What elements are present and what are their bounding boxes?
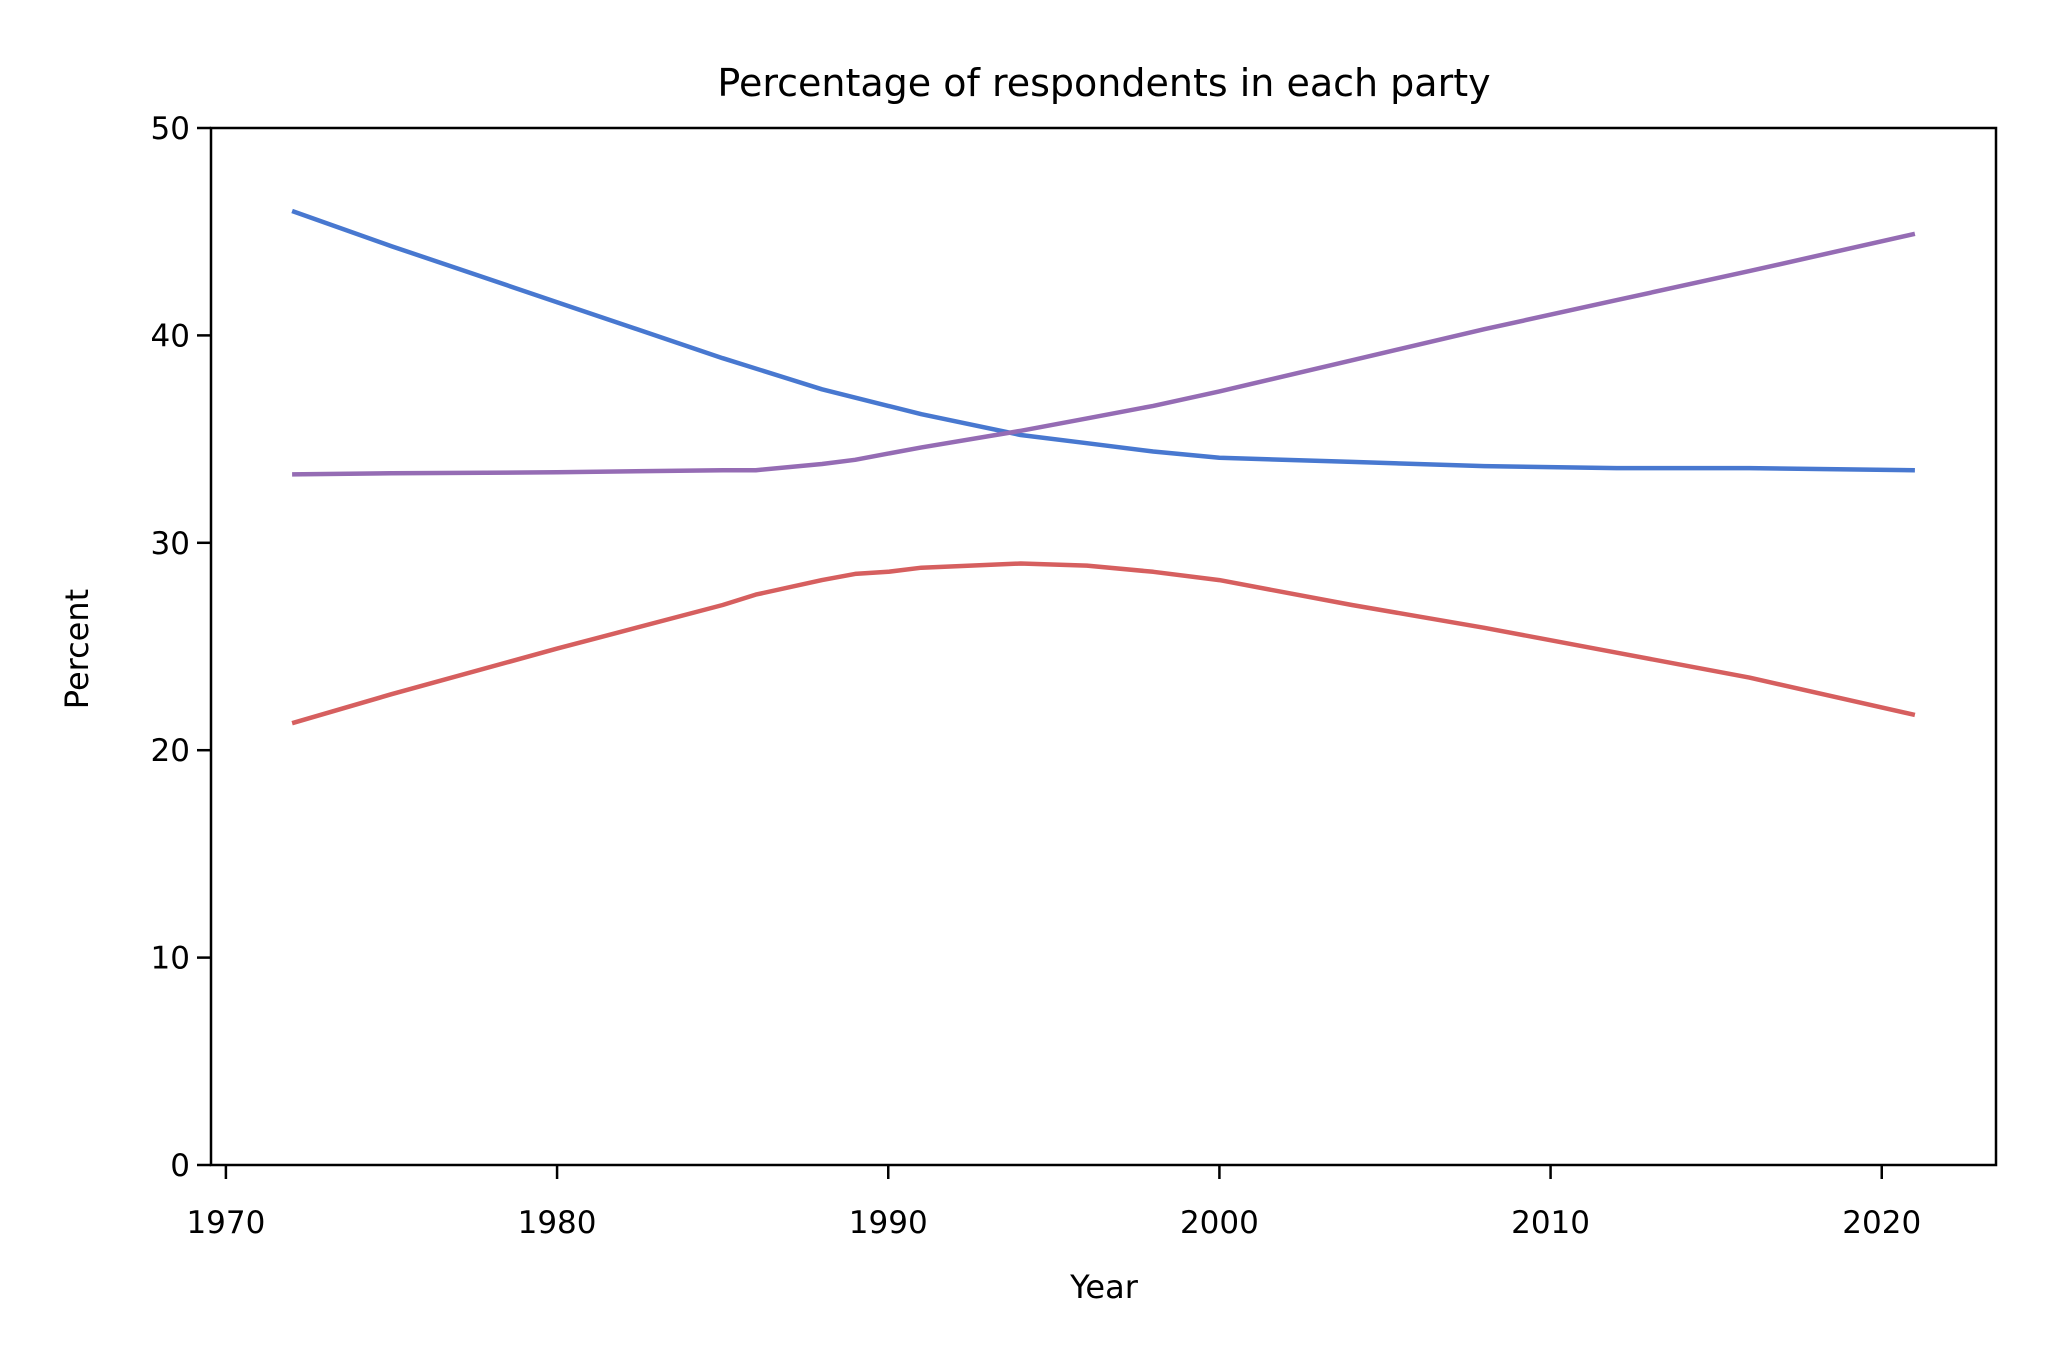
y-tick-label: 10 (151, 941, 190, 977)
y-axis-ticks: 0 10 20 30 40 50 (151, 111, 211, 1184)
x-tick-label: 1980 (518, 1205, 597, 1241)
series-line-2 (291, 561, 1916, 726)
x-tick-label: 2000 (1180, 1205, 1259, 1241)
y-axis-label: Percent (58, 589, 96, 709)
x-tick-label: 2020 (1842, 1205, 1921, 1241)
series-line-1 (292, 231, 1916, 477)
plot-lines (291, 208, 1916, 726)
x-tick-label: 2010 (1511, 1205, 1590, 1241)
x-axis-ticks: 1970 1980 1990 2000 2010 2020 (186, 1165, 1921, 1241)
y-tick-label: 40 (151, 318, 190, 354)
y-tick-label: 0 (170, 1148, 190, 1184)
y-tick-label: 50 (151, 111, 190, 147)
x-tick-label: 1990 (849, 1205, 928, 1241)
x-tick-label: 1970 (186, 1205, 265, 1241)
series-line-0 (291, 208, 1915, 473)
y-tick-label: 20 (151, 733, 190, 769)
axes-frame (209, 126, 1998, 1167)
y-tick-label: 30 (151, 526, 190, 562)
x-axis-label: Year (1069, 1268, 1139, 1306)
chart-title: Percentage of respondents in each party (717, 61, 1490, 105)
